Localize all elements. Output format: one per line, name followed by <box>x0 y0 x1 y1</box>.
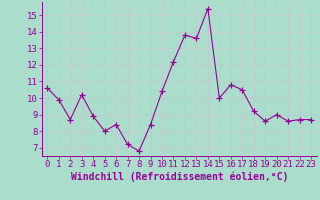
X-axis label: Windchill (Refroidissement éolien,°C): Windchill (Refroidissement éolien,°C) <box>70 172 288 182</box>
